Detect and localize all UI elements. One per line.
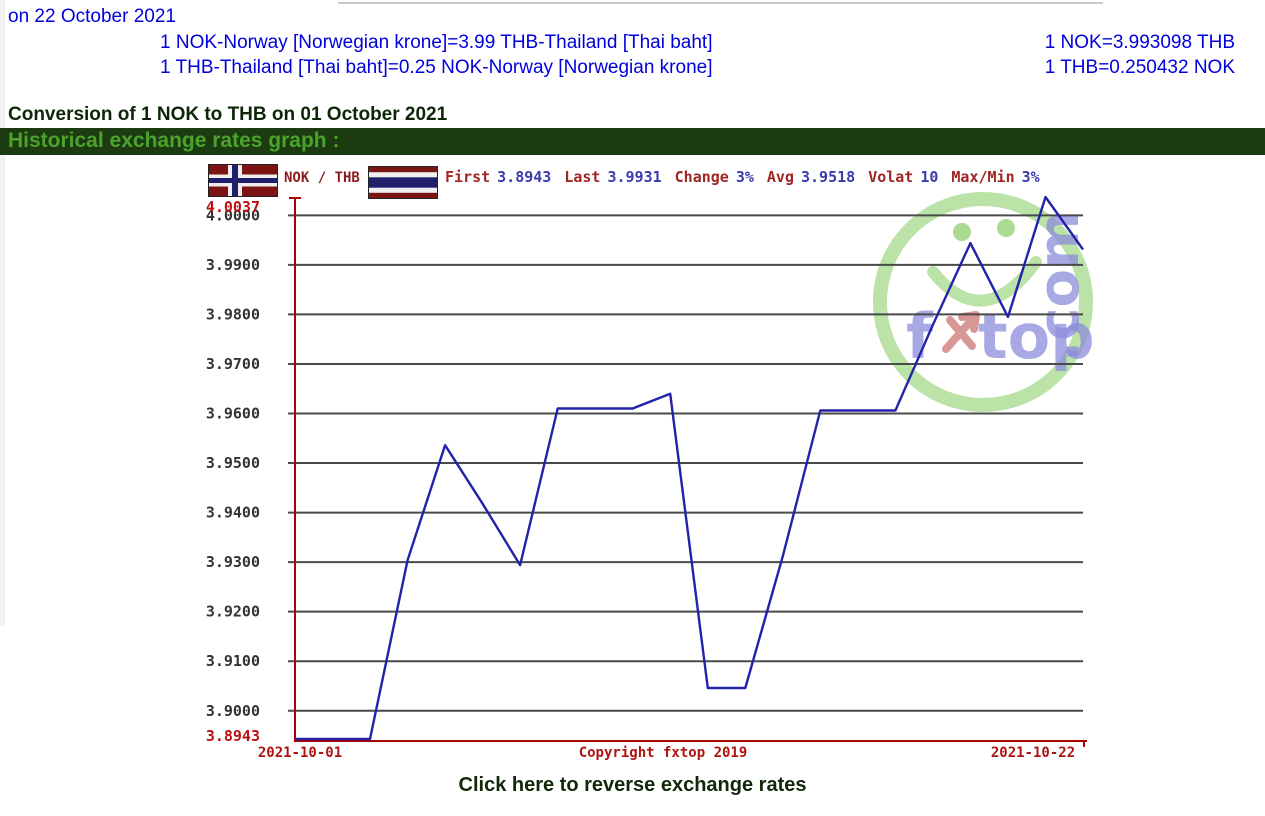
y-tick-label: 3.9300 — [206, 553, 260, 571]
stat-label: Last — [564, 168, 601, 186]
stat-value: 3.9518 — [801, 168, 856, 186]
reverse-rates-link[interactable]: Click here to reverse exchange rates — [458, 774, 807, 796]
stat-value: 3.8943 — [497, 168, 552, 186]
y-tick-label: 3.9100 — [206, 652, 260, 670]
y-tick-label: 3.9000 — [206, 702, 260, 720]
date-line: on 22 October 2021 — [8, 6, 176, 27]
stat-value: 10 — [920, 168, 939, 186]
y-tick-label: 3.9500 — [206, 454, 260, 472]
stat-label: Volat — [868, 168, 914, 186]
chart-stats-row: First 3.8943 Last 3.9931 Change 3% Avg 3.9518 Vo… — [445, 168, 1053, 186]
rate-value-nok-thb[interactable]: 1 NOK=3.993098 THB — [1044, 32, 1235, 53]
watermark-smiley-mouth — [927, 256, 1042, 307]
rate-value-thb-nok[interactable]: 1 THB=0.250432 NOK — [1044, 57, 1235, 78]
y-min-label: 3.8943 — [206, 727, 260, 745]
page-title: Conversion of 1 NOK to THB on 01 October… — [8, 104, 448, 125]
y-tick-label: 4.0000 — [206, 206, 260, 224]
y-max-label: 4.0037 — [206, 198, 260, 216]
watermark-text: f — [906, 300, 934, 373]
watermark-smiley-eye — [997, 219, 1015, 237]
stat-value: 3.9931 — [607, 168, 662, 186]
y-tick-label: 3.9800 — [206, 305, 260, 323]
stat-label: Max/Min — [951, 168, 1015, 186]
stat-label: First — [445, 168, 491, 186]
section-title-bar: Historical exchange rates graph : — [0, 128, 1265, 155]
x-end-label: 2021-10-22 — [991, 745, 1075, 761]
stat-value: 3% — [735, 168, 754, 186]
stat-label: Change — [674, 168, 729, 186]
copyright-label: Copyright fxtop 2019 — [579, 745, 748, 761]
watermark-text: top — [978, 300, 1095, 373]
y-tick-label: 3.9400 — [206, 504, 260, 522]
left-edge-strip — [0, 0, 5, 626]
watermark-smiley-eye — [953, 223, 971, 241]
stat-value: 3% — [1021, 168, 1040, 186]
top-divider-line — [338, 2, 1103, 4]
thailand-flag-icon — [368, 166, 438, 199]
x-start-label: 2021-10-01 — [258, 745, 342, 761]
rate-sentence-thb-nok[interactable]: 1 THB-Thailand [Thai baht]=0.25 NOK-Norw… — [160, 57, 713, 78]
y-tick-label: 3.9200 — [206, 603, 260, 621]
y-tick-label: 3.9700 — [206, 355, 260, 373]
norway-flag-icon — [208, 164, 278, 197]
y-tick-label: 3.9600 — [206, 405, 260, 423]
watermark-arrow-icon — [942, 311, 980, 353]
stat-label: Avg — [766, 168, 794, 186]
section-title: Historical exchange rates graph : — [8, 129, 340, 152]
watermark-text-vertical: .com — [1027, 211, 1092, 362]
y-tick-label: 3.9900 — [206, 256, 260, 274]
currency-pair-label: NOK / THB — [284, 170, 360, 186]
rate-line — [295, 195, 1084, 741]
rate-sentence-nok-thb[interactable]: 1 NOK-Norway [Norwegian krone]=3.99 THB-… — [160, 32, 713, 53]
watermark-smiley-face — [873, 192, 1093, 412]
